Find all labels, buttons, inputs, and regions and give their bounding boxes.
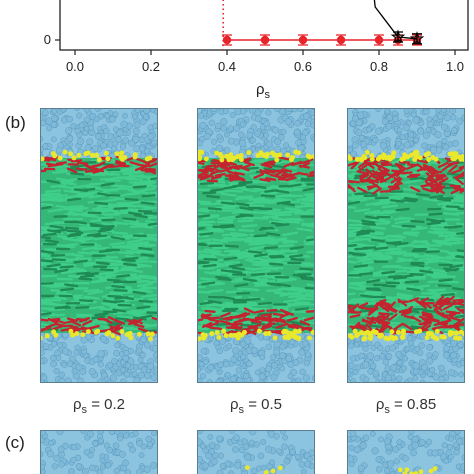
data-point bbox=[336, 34, 346, 46]
plot-frame bbox=[59, 0, 469, 51]
x-tick-label: 0.0 bbox=[66, 59, 84, 74]
snapshot-c-1 bbox=[40, 430, 158, 474]
snapshot-rho-0-85 bbox=[347, 108, 465, 383]
caption-rho-0-2: ρs = 0.2 bbox=[73, 396, 125, 416]
panel-label-c: (c) bbox=[5, 433, 25, 452]
data-point-star bbox=[390, 29, 406, 44]
x-tick-label: 0.8 bbox=[370, 59, 388, 74]
data-point bbox=[298, 34, 308, 46]
data-point bbox=[260, 34, 270, 46]
plot-area: 0.0 0.2 0.4 0.6 0.8 1.0 0 ρs bbox=[44, 0, 469, 100]
x-tick-label: 1.0 bbox=[446, 59, 464, 74]
data-point-star bbox=[409, 31, 425, 46]
y-tick-label: 0 bbox=[44, 32, 51, 47]
caption-rho-0-5: ρs = 0.5 bbox=[230, 396, 282, 416]
x-tick-label: 0.6 bbox=[294, 59, 312, 74]
x-tick-label: 0.2 bbox=[142, 59, 160, 74]
x-tick-label: 0.4 bbox=[218, 59, 236, 74]
snapshot-rho-0-2 bbox=[40, 108, 158, 383]
data-marks bbox=[222, 0, 425, 50]
snapshot-c-2 bbox=[197, 430, 315, 474]
snapshot-rho-0-5 bbox=[197, 108, 315, 383]
panel-label-b: (b) bbox=[5, 113, 26, 132]
data-point bbox=[374, 34, 384, 46]
caption-rho-0-85: ρs = 0.85 bbox=[375, 396, 437, 416]
data-point bbox=[222, 34, 232, 46]
series-line bbox=[373, 0, 418, 40]
axes: 0.0 0.2 0.4 0.6 0.8 1.0 0 bbox=[44, 0, 469, 74]
snapshot-c-3 bbox=[347, 430, 465, 474]
x-axis-label: ρs bbox=[256, 81, 271, 100]
